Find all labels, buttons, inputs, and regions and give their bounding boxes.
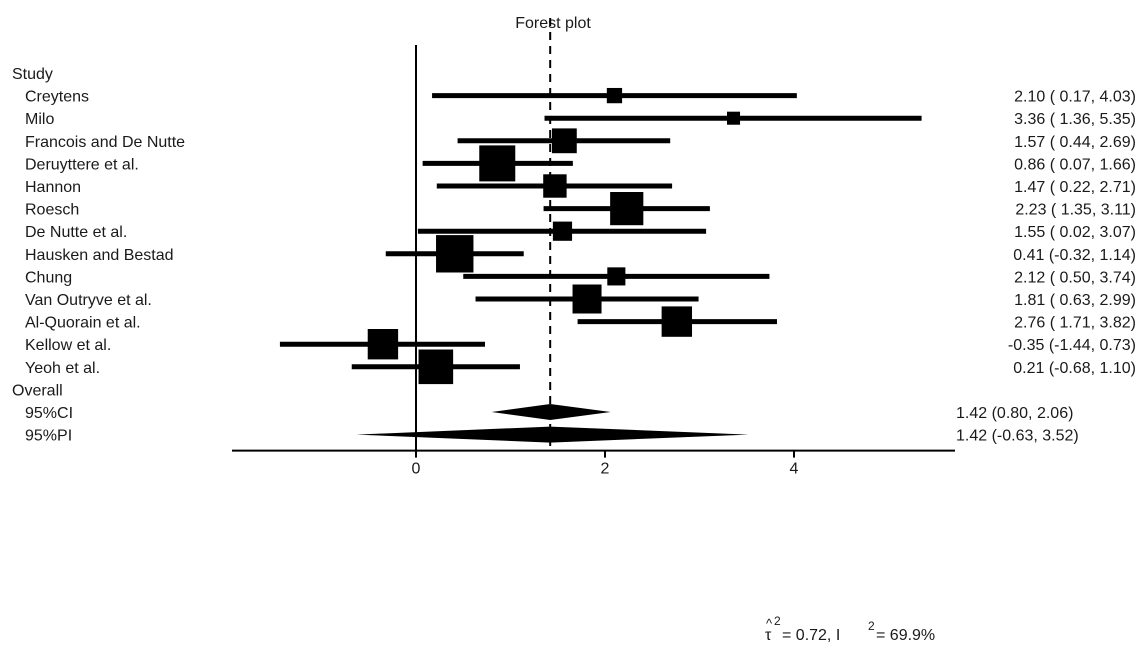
study-estimate-label: 0.86 ( 0.07, 1.66) [1014, 156, 1136, 173]
study-name: Kellow et al. [25, 337, 111, 354]
study-point-estimate [552, 221, 573, 241]
study-name: De Nutte et al. [25, 224, 127, 241]
tau-superscript: 2 [774, 614, 781, 628]
study-estimate-label: 3.36 ( 1.36, 5.35) [1014, 111, 1136, 128]
study-point-estimate [607, 267, 626, 286]
study-point-estimate [661, 306, 693, 337]
overall-header: Overall [12, 382, 63, 399]
study-point-estimate [606, 87, 623, 104]
i2-value: = 69.9% [876, 627, 935, 644]
plot-title: Forest plot [515, 15, 591, 32]
study-point-estimate [551, 128, 577, 154]
study-point-estimate [367, 329, 399, 360]
study-estimate-label: 0.41 (-0.32, 1.14) [1013, 247, 1136, 264]
study-name: Chung [25, 269, 72, 286]
tau-hat: ^ [766, 616, 773, 631]
study-point-estimate [610, 192, 644, 226]
study-estimate-label: -0.35 (-1.44, 0.73) [1008, 337, 1136, 354]
study-point-estimate [727, 111, 741, 125]
study-point-estimate [543, 174, 567, 198]
study-point-estimate [572, 284, 602, 314]
study-point-estimate [436, 235, 474, 273]
overall-diamond [491, 404, 611, 420]
overall-name: 95%CI [25, 405, 73, 422]
study-estimate-label: 2.10 ( 0.17, 4.03) [1014, 89, 1136, 106]
study-estimate-label: 1.57 ( 0.44, 2.69) [1014, 134, 1136, 151]
study-name: Hannon [25, 179, 81, 196]
study-estimate-label: 2.12 ( 0.50, 3.74) [1014, 269, 1136, 286]
overall-name: 95%PI [25, 428, 72, 445]
study-name: Roesch [25, 202, 79, 219]
overall-estimate-label: 1.42 (-0.63, 3.52) [956, 428, 1079, 445]
study-name: Milo [25, 111, 54, 128]
plot-marks: Study Overall Creytens 2.10 ( 0.17, 4.03) Mi… [12, 18, 1136, 478]
study-name: Hausken and Bestad [25, 247, 174, 264]
overall-estimate-label: 1.42 (0.80, 2.06) [956, 405, 1073, 422]
heterogeneity-stats: τ^ 2 = 0.72, I2 = 69.9% [765, 614, 935, 644]
study-name: Van Outryve et al. [25, 292, 152, 309]
x-tick-label: 4 [790, 461, 799, 478]
study-point-estimate [418, 349, 454, 385]
x-tick-label: 0 [412, 461, 421, 478]
study-estimate-label: 0.21 (-0.68, 1.10) [1013, 360, 1136, 377]
study-estimate-label: 1.47 ( 0.22, 2.71) [1014, 179, 1136, 196]
study-estimate-label: 1.55 ( 0.02, 3.07) [1014, 224, 1136, 241]
study-name: Yeoh et al. [25, 360, 100, 377]
study-estimate-label: 2.23 ( 1.35, 3.11) [1015, 202, 1136, 219]
tau-value: = 0.72, I [782, 627, 840, 644]
study-name: Creytens [25, 89, 89, 106]
study-name: Francois and De Nutte [25, 134, 185, 151]
study-estimate-label: 2.76 ( 1.71, 3.82) [1014, 315, 1136, 332]
x-tick-label: 2 [601, 461, 610, 478]
i2-superscript: 2 [868, 619, 875, 633]
overall-diamond [356, 426, 749, 443]
study-estimate-label: 1.81 ( 0.63, 2.99) [1014, 292, 1136, 309]
tau-squared-symbol: τ [765, 627, 772, 644]
study-name: Deruyttere et al. [25, 156, 139, 173]
study-name: Al-Quorain et al. [25, 315, 141, 332]
study-header: Study [12, 66, 53, 83]
study-point-estimate [479, 145, 516, 182]
